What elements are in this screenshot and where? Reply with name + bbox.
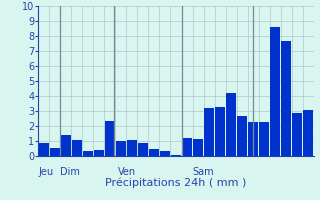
Bar	[149, 148, 159, 156]
Bar	[204, 108, 214, 156]
Bar	[39, 143, 49, 156]
Bar	[226, 93, 236, 156]
Bar	[105, 121, 115, 156]
Bar	[138, 143, 148, 156]
Bar	[259, 121, 269, 156]
Bar	[50, 148, 60, 156]
Text: Dim: Dim	[60, 167, 80, 177]
Bar	[160, 151, 170, 156]
Bar	[83, 151, 93, 156]
X-axis label: Précipitations 24h ( mm ): Précipitations 24h ( mm )	[105, 178, 247, 188]
Text: Sam: Sam	[193, 167, 214, 177]
Bar	[171, 154, 181, 156]
Bar	[61, 135, 71, 156]
Bar	[72, 140, 82, 156]
Bar	[182, 138, 192, 156]
Text: Ven: Ven	[118, 167, 136, 177]
Bar	[215, 106, 225, 156]
Bar	[127, 140, 137, 156]
Bar	[248, 121, 258, 156]
Bar	[281, 40, 291, 156]
Bar	[94, 150, 104, 156]
Bar	[116, 141, 126, 156]
Bar	[303, 110, 313, 156]
Bar	[237, 116, 247, 156]
Bar	[270, 27, 280, 156]
Bar	[193, 139, 203, 156]
Text: Jeu: Jeu	[38, 167, 53, 177]
Bar	[292, 112, 302, 156]
